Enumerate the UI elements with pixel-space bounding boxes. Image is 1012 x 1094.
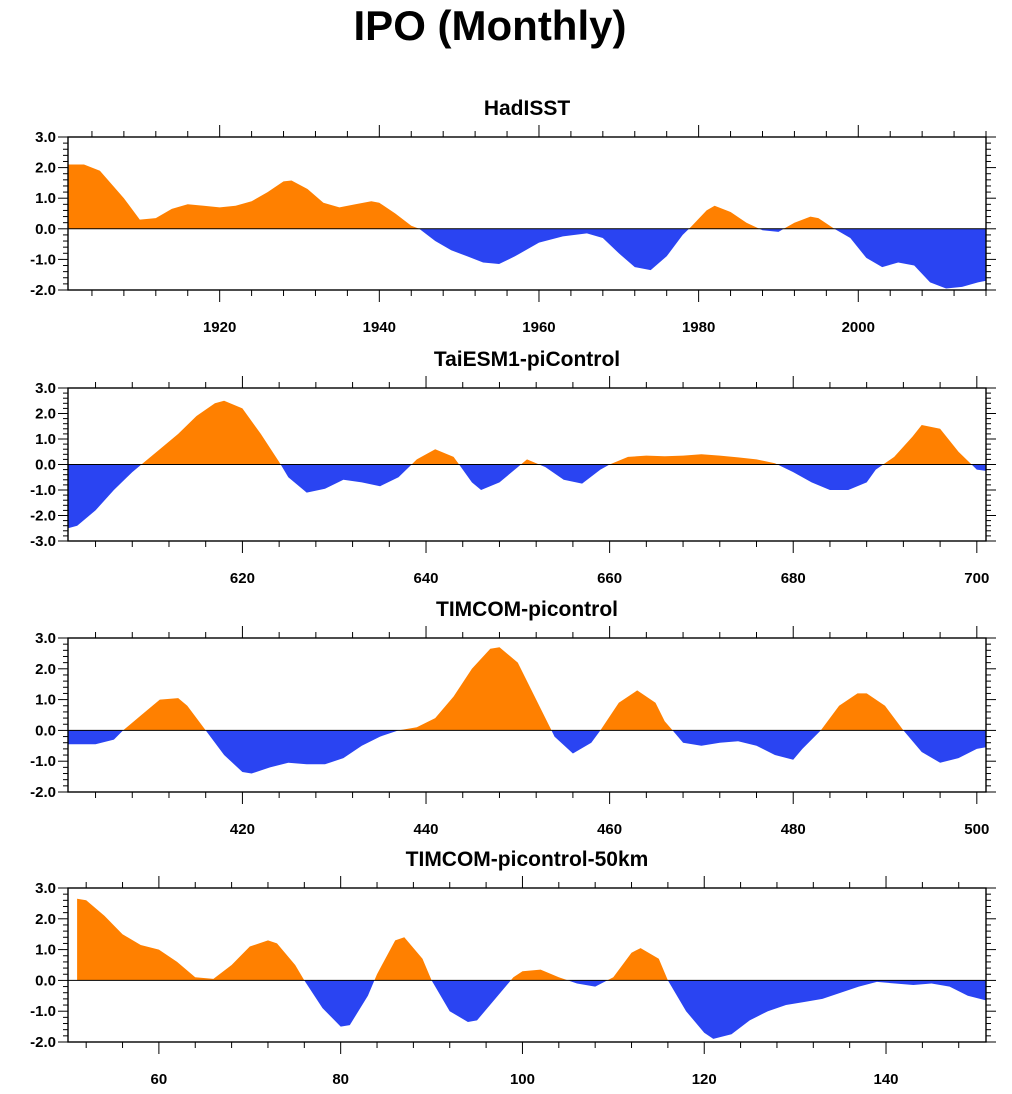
- panel-title: TIMCOM-picontrol: [436, 598, 618, 621]
- x-tick-label: 620: [230, 570, 255, 587]
- y-tick-label: -2.0: [30, 282, 56, 299]
- y-tick-label: 3.0: [35, 129, 56, 146]
- x-tick-label: 1960: [522, 319, 555, 336]
- negative-area: [68, 464, 986, 529]
- x-tick-label: 2000: [842, 319, 875, 336]
- x-tick-label: 60: [151, 1071, 168, 1088]
- y-tick-label: 2.0: [35, 911, 56, 928]
- y-tick-label: -2.0: [30, 784, 56, 801]
- negative-area: [68, 730, 986, 774]
- y-tick-label: -1.0: [30, 1003, 56, 1020]
- y-tick-label: 3.0: [35, 880, 56, 897]
- panel-title: HadISST: [484, 97, 571, 120]
- x-tick-label: 440: [414, 821, 439, 838]
- x-tick-label: 1980: [682, 319, 715, 336]
- y-tick-label: 0.0: [35, 722, 56, 739]
- plot-frame: [67, 637, 987, 793]
- plot-frame: [67, 136, 987, 291]
- x-tick-label: 140: [874, 1071, 899, 1088]
- y-tick-label: -3.0: [30, 533, 56, 550]
- negative-area: [77, 980, 987, 1039]
- y-tick-label: 0.0: [35, 972, 56, 989]
- y-tick-label: -2.0: [30, 1034, 56, 1051]
- positive-area: [77, 898, 987, 981]
- panel-hadisst: HadISST 3.0 2.0 1.0 0.0 -1.0 -2.0 1920 1940 1960 1…: [30, 97, 996, 336]
- positive-area: [68, 400, 986, 465]
- y-tick-label: -1.0: [30, 251, 56, 268]
- y-tick-label: 0.0: [35, 457, 56, 474]
- x-tick-label: 420: [230, 821, 255, 838]
- x-tick-label: 80: [332, 1071, 349, 1088]
- y-tick-label: -1.0: [30, 753, 56, 770]
- negative-area: [68, 228, 986, 289]
- x-tick-label: 500: [964, 821, 989, 838]
- panel-timcom-50km: TIMCOM-picontrol-50km 3.0 2.0 1.0 0.0 -1.0 -2.…: [30, 848, 996, 1088]
- x-tick-label: 660: [597, 570, 622, 587]
- y-tick-label: -1.0: [30, 482, 56, 499]
- y-tick-label: 2.0: [35, 661, 56, 678]
- x-tick-label: 1920: [203, 319, 236, 336]
- x-tick-label: 700: [964, 570, 989, 587]
- y-tick-label: 3.0: [35, 630, 56, 647]
- y-tick-label: 1.0: [35, 942, 56, 959]
- positive-area: [68, 647, 986, 731]
- panel-timcom: TIMCOM-picontrol 3.0 2.0 1.0 0.0 -1.0 -2.0 420 4…: [30, 598, 996, 838]
- x-tick-label: 100: [510, 1071, 535, 1088]
- x-tick-label: 640: [414, 570, 439, 587]
- plot-frame: [67, 887, 987, 1043]
- y-tick-label: -2.0: [30, 508, 56, 525]
- y-tick-label: 1.0: [35, 692, 56, 709]
- y-tick-label: 0.0: [35, 221, 56, 238]
- positive-area: [68, 164, 986, 229]
- main-title: IPO (Monthly): [353, 2, 627, 49]
- panel-title: TaiESM1-piControl: [434, 348, 620, 371]
- x-tick-label: 480: [781, 821, 806, 838]
- y-tick-label: 2.0: [35, 406, 56, 423]
- x-tick-label: 120: [692, 1071, 717, 1088]
- y-tick-label: 1.0: [35, 431, 56, 448]
- panel-taiesm1: TaiESM1-piControl 3.0 2.0 1.0 0.0 -1.0 -2.0 -3.…: [30, 348, 996, 587]
- x-tick-label: 1940: [363, 319, 396, 336]
- y-tick-label: 3.0: [35, 380, 56, 397]
- x-tick-label: 460: [597, 821, 622, 838]
- y-tick-label: 1.0: [35, 190, 56, 207]
- y-tick-label: 2.0: [35, 160, 56, 177]
- panel-title: TIMCOM-picontrol-50km: [406, 848, 649, 871]
- x-tick-label: 680: [781, 570, 806, 587]
